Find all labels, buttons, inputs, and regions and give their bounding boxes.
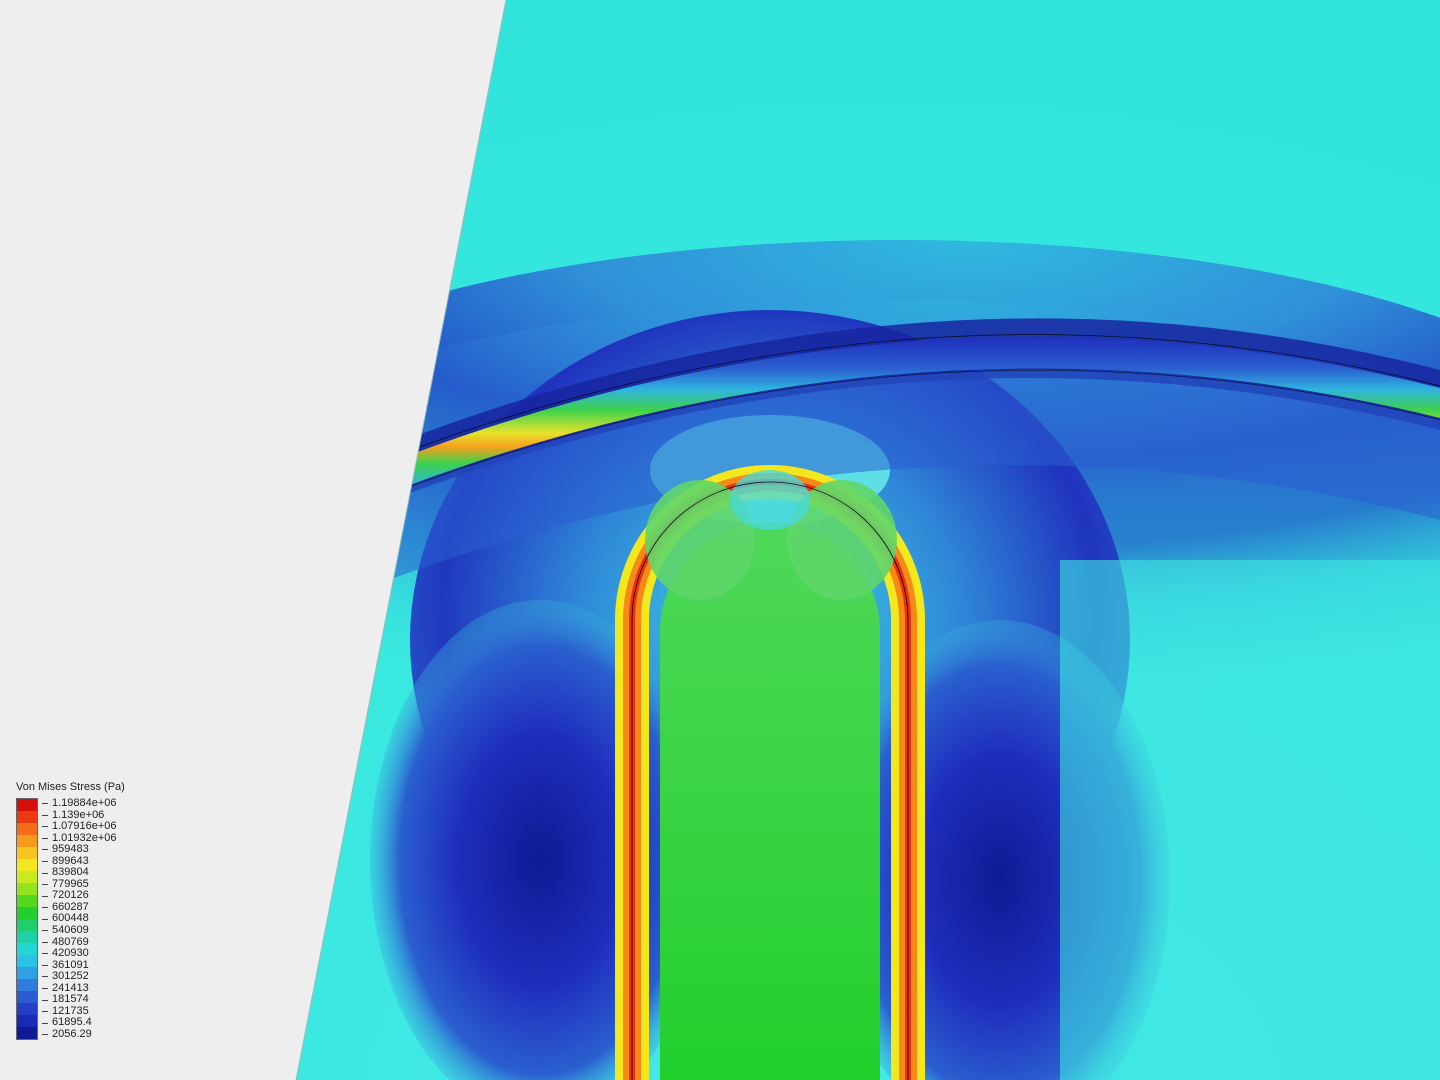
legend-swatch [17,943,37,955]
legend-swatch [17,979,37,991]
legend-tick: 1.19884e+06 [42,798,117,810]
legend-swatch [17,811,37,823]
legend-swatch [17,799,37,811]
legend-swatch [17,931,37,943]
legend-swatch [17,847,37,859]
legend-labels: 1.19884e+061.139e+061.07916e+061.01932e+… [42,798,117,1038]
legend-swatch [17,835,37,847]
legend-swatch [17,823,37,835]
legend-swatch [17,883,37,895]
legend-swatch [17,1015,37,1027]
legend-tick: 1.07916e+06 [42,821,117,833]
legend-tick: 2056.29 [42,1029,117,1041]
legend-swatch [17,967,37,979]
legend-swatch [17,991,37,1003]
color-legend: Von Mises Stress (Pa) 1.19884e+061.139e+… [16,782,125,1040]
fea-render-canvas[interactable] [0,0,1440,1080]
legend-tick: 420930 [42,948,117,960]
legend-swatch [17,895,37,907]
legend-swatch [17,871,37,883]
legend-swatch [17,1003,37,1015]
legend-swatch [17,907,37,919]
legend-tick: 959483 [42,844,117,856]
legend-swatch [17,919,37,931]
legend-tick: 540609 [42,925,117,937]
simulation-viewport[interactable]: Von Mises Stress (Pa) 1.19884e+061.139e+… [0,0,1440,1080]
legend-swatch [17,859,37,871]
legend-color-bar [16,798,38,1040]
legend-scale: 1.19884e+061.139e+061.07916e+061.01932e+… [16,798,125,1040]
legend-swatch [17,955,37,967]
legend-title: Von Mises Stress (Pa) [16,782,125,794]
legend-swatch [17,1027,37,1039]
